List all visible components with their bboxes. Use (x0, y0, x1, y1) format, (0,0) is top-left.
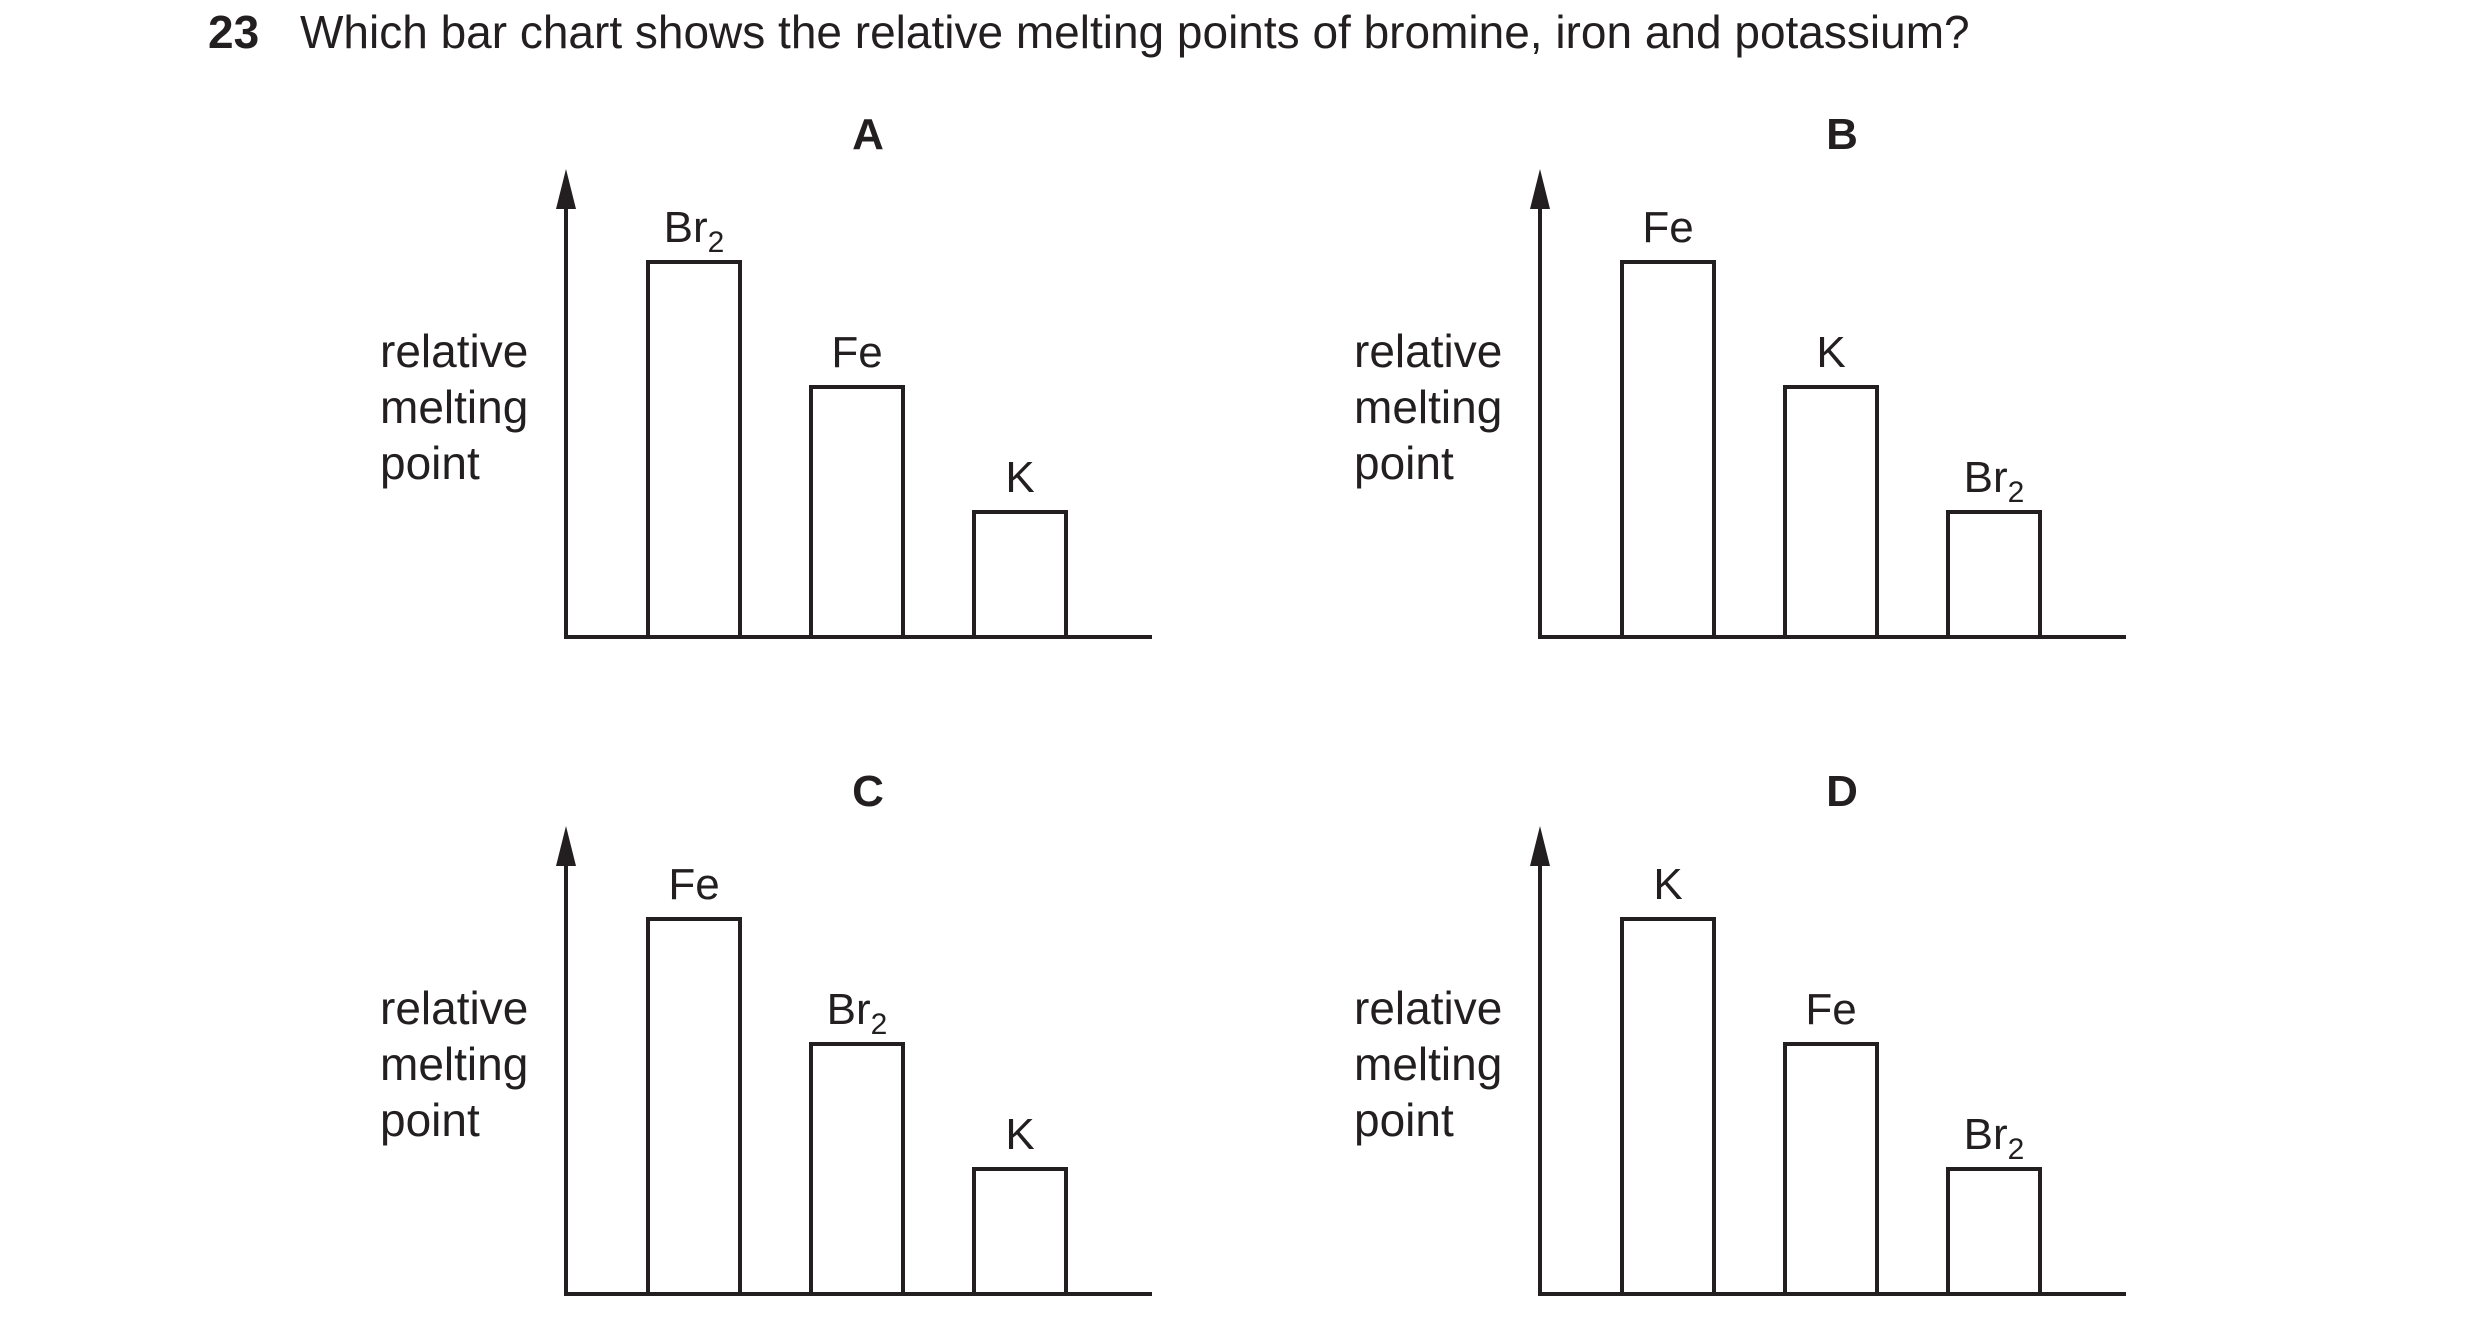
bar-label: Fe (831, 328, 882, 377)
y-axis-label: relative (380, 982, 528, 1034)
bar-label: Fe (668, 860, 719, 909)
y-axis-label: point (1354, 437, 1454, 489)
y-axis-label: melting (1354, 381, 1502, 433)
bar-label: Br2 (1964, 453, 2025, 509)
question: 23 Which bar chart shows the relative mel… (208, 4, 1970, 60)
y-axis-label: point (1354, 1094, 1454, 1146)
bar (1620, 917, 1716, 1296)
chart-title: D (1826, 767, 1858, 816)
y-axis-arrow (1530, 169, 1550, 209)
y-axis-label: point (380, 1094, 480, 1146)
bar (1783, 385, 1879, 639)
question-text: Which bar chart shows the relative melti… (300, 6, 1970, 58)
y-axis-arrow (556, 169, 576, 209)
bar (1946, 1167, 2042, 1296)
bar-label: K (1816, 328, 1845, 377)
bar-label: Fe (1642, 203, 1693, 252)
bar (646, 917, 742, 1296)
bar-label: Br2 (827, 985, 888, 1041)
y-axis-label: relative (1354, 325, 1502, 377)
bar (809, 385, 905, 639)
y-axis-label: melting (380, 1038, 528, 1090)
y-axis-label: relative (1354, 982, 1502, 1034)
bar-label: K (1005, 453, 1034, 502)
chart-title: C (852, 767, 884, 816)
question-number: 23 (208, 6, 260, 58)
bar (646, 260, 742, 639)
bar-label: Fe (1805, 985, 1856, 1034)
y-axis-label: relative (380, 325, 528, 377)
chart-title: A (852, 110, 884, 159)
bar-label: K (1653, 860, 1682, 909)
bar-label: K (1005, 1110, 1034, 1159)
bar-label: Br2 (664, 203, 725, 259)
y-axis-label: melting (380, 381, 528, 433)
bar (972, 510, 1068, 639)
bar-label: Br2 (1964, 1110, 2025, 1166)
bar (972, 1167, 1068, 1296)
bar (1946, 510, 2042, 639)
bar (809, 1042, 905, 1296)
bar (1783, 1042, 1879, 1296)
chart-title: B (1826, 110, 1858, 159)
y-axis-arrow (1530, 826, 1550, 866)
y-axis-label: melting (1354, 1038, 1502, 1090)
y-axis-arrow (556, 826, 576, 866)
bar (1620, 260, 1716, 639)
y-axis-label: point (380, 437, 480, 489)
